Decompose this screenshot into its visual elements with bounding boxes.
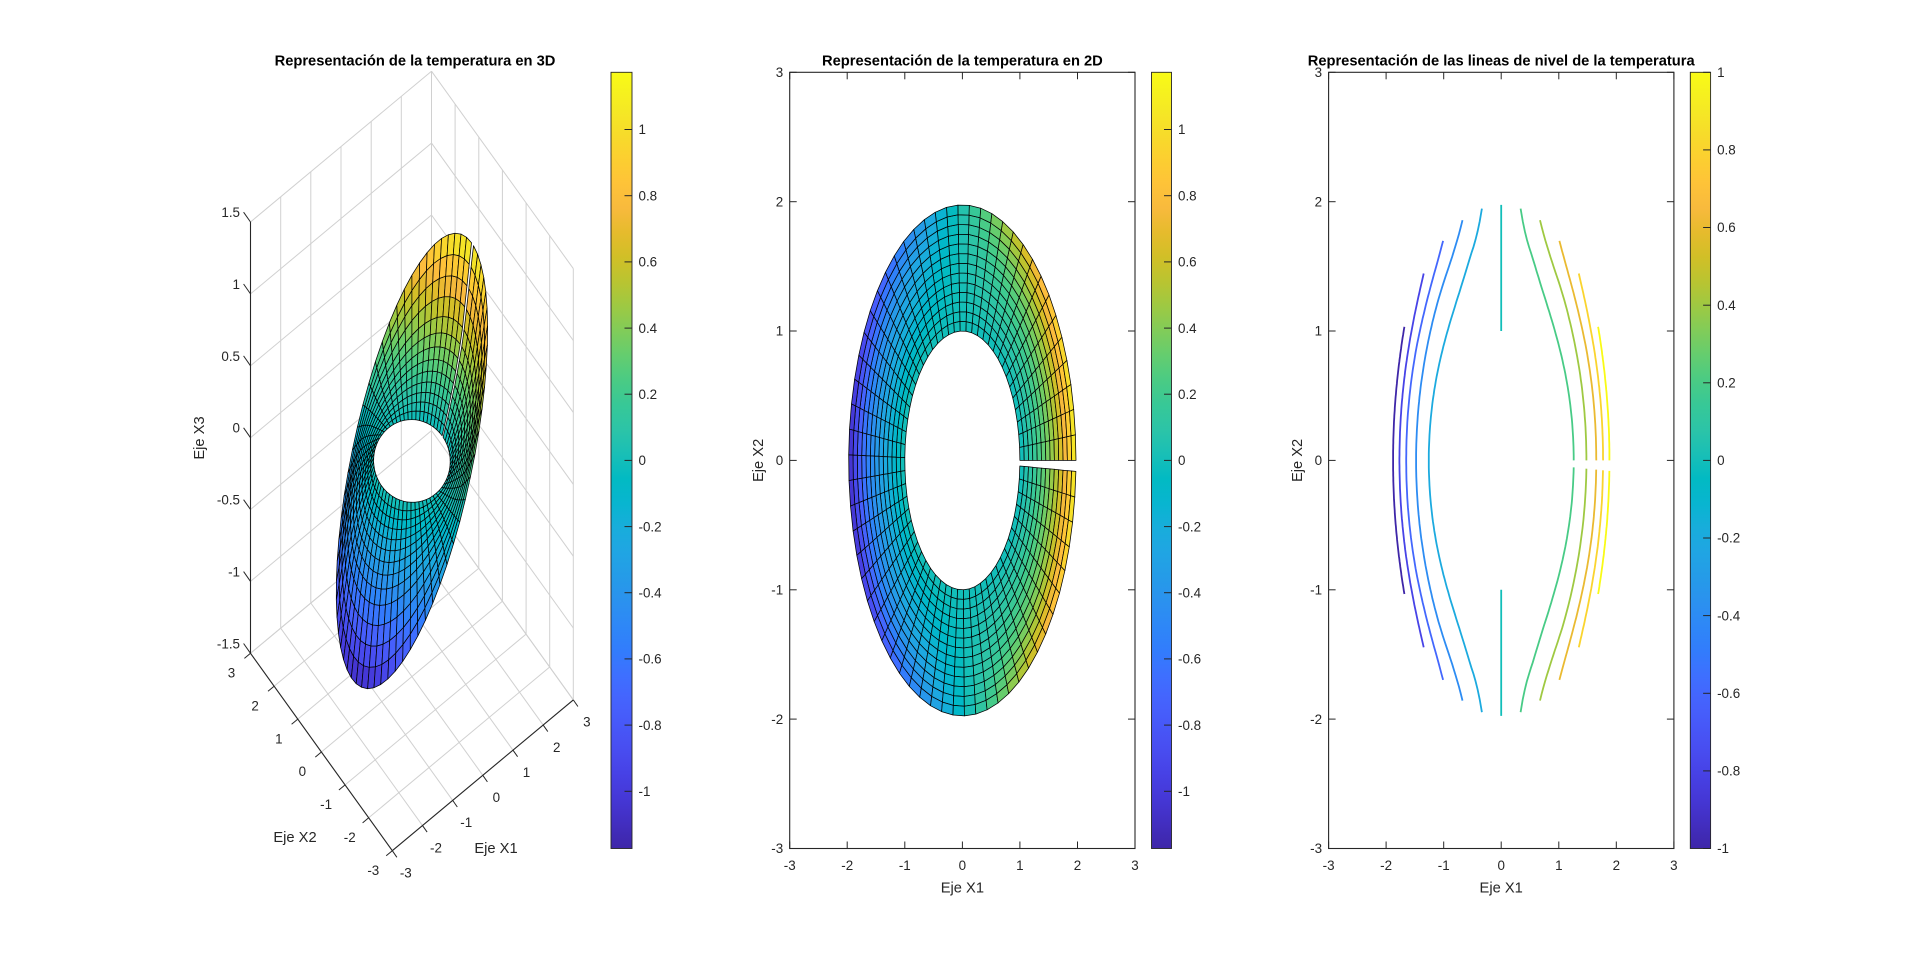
- svg-text:1: 1: [523, 765, 530, 780]
- svg-text:2: 2: [1074, 858, 1081, 873]
- svg-text:-0.4: -0.4: [1178, 585, 1202, 600]
- svg-text:0.6: 0.6: [1717, 220, 1736, 235]
- svg-text:Eje X2: Eje X2: [1290, 439, 1306, 482]
- svg-text:0.2: 0.2: [1717, 376, 1736, 391]
- svg-text:Representación de la temperatu: Representación de la temperatura en 2D: [822, 54, 1103, 70]
- svg-text:Eje X3: Eje X3: [192, 416, 208, 459]
- svg-text:-3: -3: [1310, 841, 1322, 856]
- svg-text:0: 0: [1178, 453, 1185, 468]
- svg-text:3: 3: [228, 666, 235, 681]
- svg-text:0.4: 0.4: [1178, 321, 1197, 336]
- svg-text:-2: -2: [1380, 858, 1392, 873]
- svg-text:-0.2: -0.2: [1717, 531, 1740, 546]
- svg-text:2: 2: [1315, 194, 1322, 209]
- svg-text:Representación de la temperatu: Representación de la temperatura en 3D: [275, 54, 556, 70]
- svg-text:-0.8: -0.8: [1178, 718, 1201, 733]
- svg-text:0: 0: [959, 858, 966, 873]
- svg-text:3: 3: [583, 715, 590, 730]
- svg-text:0: 0: [776, 453, 783, 468]
- svg-text:-2: -2: [771, 712, 783, 727]
- svg-text:0.2: 0.2: [639, 387, 658, 402]
- svg-text:3: 3: [1131, 858, 1138, 873]
- svg-text:0.4: 0.4: [639, 321, 658, 336]
- svg-text:3: 3: [1315, 65, 1322, 80]
- svg-text:-0.4: -0.4: [1717, 608, 1741, 623]
- svg-text:Eje X2: Eje X2: [273, 830, 316, 846]
- svg-text:-2: -2: [344, 830, 356, 845]
- svg-text:-0.2: -0.2: [639, 519, 662, 534]
- svg-text:3: 3: [1670, 858, 1677, 873]
- svg-text:1: 1: [1555, 858, 1562, 873]
- svg-text:0.5: 0.5: [221, 349, 240, 364]
- svg-text:2: 2: [251, 698, 258, 713]
- svg-text:-0.4: -0.4: [639, 585, 663, 600]
- svg-text:-1.5: -1.5: [217, 636, 240, 651]
- svg-text:Eje X1: Eje X1: [474, 841, 517, 857]
- svg-text:2: 2: [1613, 858, 1620, 873]
- svg-text:0: 0: [1315, 453, 1322, 468]
- svg-text:0.8: 0.8: [1717, 143, 1736, 158]
- svg-text:-1: -1: [771, 583, 783, 598]
- svg-text:-2: -2: [841, 858, 853, 873]
- svg-text:-3: -3: [784, 858, 796, 873]
- svg-text:Eje X1: Eje X1: [941, 881, 984, 897]
- svg-text:-1: -1: [1310, 583, 1322, 598]
- svg-text:-1: -1: [1438, 858, 1450, 873]
- svg-text:-0.5: -0.5: [217, 493, 240, 508]
- svg-text:1: 1: [1315, 324, 1322, 339]
- svg-text:-3: -3: [771, 841, 783, 856]
- svg-text:0: 0: [233, 421, 240, 436]
- svg-text:0.2: 0.2: [1178, 387, 1197, 402]
- svg-text:1: 1: [233, 277, 240, 292]
- svg-text:-3: -3: [1323, 858, 1335, 873]
- svg-text:-1: -1: [320, 797, 332, 812]
- svg-text:2: 2: [776, 194, 783, 209]
- svg-text:1: 1: [1717, 65, 1724, 80]
- svg-text:-0.6: -0.6: [1178, 652, 1201, 667]
- svg-text:-0.8: -0.8: [1717, 764, 1740, 779]
- svg-text:3: 3: [776, 65, 783, 80]
- svg-text:0.8: 0.8: [1178, 188, 1197, 203]
- svg-text:-1: -1: [460, 815, 472, 830]
- svg-text:0: 0: [493, 790, 500, 805]
- svg-text:0: 0: [639, 453, 646, 468]
- svg-text:Representación de las lineas d: Representación de las lineas de nivel de…: [1308, 54, 1696, 70]
- svg-text:-2: -2: [1310, 712, 1322, 727]
- svg-text:-0.6: -0.6: [1717, 686, 1740, 701]
- svg-text:0: 0: [1497, 858, 1504, 873]
- svg-text:2: 2: [553, 740, 560, 755]
- svg-text:-3: -3: [400, 865, 412, 880]
- svg-text:0.8: 0.8: [639, 188, 658, 203]
- svg-text:0.6: 0.6: [1178, 255, 1197, 270]
- svg-text:0.4: 0.4: [1717, 298, 1736, 313]
- svg-text:-0.8: -0.8: [639, 718, 662, 733]
- svg-text:1: 1: [776, 324, 783, 339]
- svg-text:Eje X1: Eje X1: [1480, 881, 1523, 897]
- svg-text:1.5: 1.5: [221, 205, 240, 220]
- svg-text:0.6: 0.6: [639, 255, 658, 270]
- svg-text:-0.2: -0.2: [1178, 519, 1201, 534]
- svg-text:1: 1: [1016, 858, 1023, 873]
- svg-text:-0.6: -0.6: [639, 652, 662, 667]
- svg-text:-1: -1: [639, 784, 651, 799]
- svg-text:-1: -1: [899, 858, 911, 873]
- svg-text:-3: -3: [367, 863, 379, 878]
- svg-text:-1: -1: [1178, 784, 1190, 799]
- svg-text:1: 1: [1178, 122, 1185, 137]
- svg-text:0: 0: [1717, 453, 1724, 468]
- svg-text:-1: -1: [1717, 841, 1729, 856]
- svg-text:1: 1: [275, 731, 282, 746]
- svg-text:Eje X2: Eje X2: [751, 439, 767, 482]
- svg-text:1: 1: [639, 122, 646, 137]
- svg-text:0: 0: [299, 764, 306, 779]
- svg-text:-1: -1: [228, 564, 240, 579]
- svg-text:-2: -2: [430, 840, 442, 855]
